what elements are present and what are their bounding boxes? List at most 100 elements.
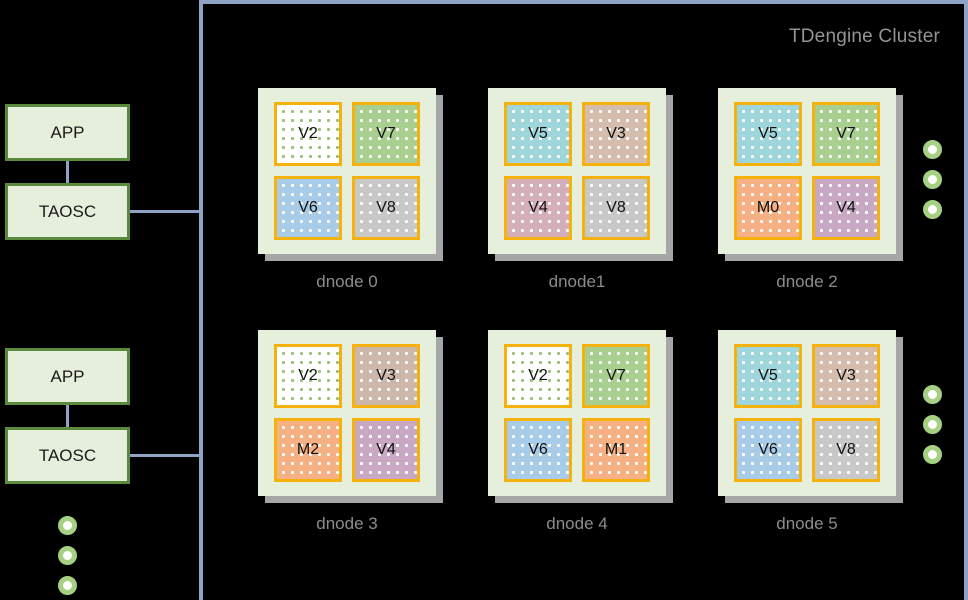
app-box-2[interactable]: APP (5, 348, 130, 405)
ellipsis-dot (58, 546, 77, 565)
vnode-tile[interactable]: V6 (734, 418, 802, 482)
ellipsis-dot (923, 415, 942, 434)
dnode-0-body: V2 V7 V6 V8 (258, 88, 436, 254)
app-to-taosc-connector-1 (66, 161, 69, 183)
app-to-taosc-connector-2 (66, 405, 69, 427)
ellipsis-dot (923, 170, 942, 189)
vnode-label: M0 (756, 199, 780, 216)
dot-pattern (815, 347, 877, 405)
dot-pattern (815, 179, 877, 237)
taosc-to-cluster-connector-1 (130, 210, 203, 213)
dot-pattern (355, 347, 417, 405)
vnode-label: M2 (296, 441, 320, 458)
taosc-box-1-label: TAOSC (38, 201, 97, 221)
taosc-box-2-label: TAOSC (38, 445, 97, 465)
vnode-tile[interactable]: V3 (812, 344, 880, 408)
vnode-tile[interactable]: V5 (734, 102, 802, 166)
vnode-label: V7 (836, 125, 856, 142)
dot-pattern (507, 421, 569, 479)
vnode-label: V6 (528, 441, 548, 458)
vnode-label: V6 (298, 199, 318, 216)
cluster-title: TDengine Cluster (788, 26, 940, 47)
dnode-1-label: dnode1 (548, 272, 606, 291)
ellipsis-dot (923, 445, 942, 464)
dnode-2-body: V5 V7 M0 V4 (718, 88, 896, 254)
dot-pattern (585, 105, 647, 163)
vnode-tile[interactable]: V4 (504, 176, 572, 240)
dot-pattern (815, 105, 877, 163)
dot-pattern (737, 179, 799, 237)
vnode-label: V2 (298, 367, 318, 384)
vnode-tile[interactable]: V3 (352, 344, 420, 408)
vnode-tile[interactable]: V3 (582, 102, 650, 166)
vnode-label: V8 (376, 199, 396, 216)
vnode-label: V3 (836, 367, 856, 384)
dnode-0-label: dnode 0 (316, 272, 378, 291)
dot-pattern (585, 421, 647, 479)
dnode-3-body: V2 V3 M2 V4 (258, 330, 436, 496)
vnode-tile[interactable]: V7 (582, 344, 650, 408)
app-box-2-label: APP (50, 366, 85, 386)
tdengine-cluster-panel (199, 0, 968, 600)
dot-pattern (737, 421, 799, 479)
taosc-to-cluster-connector-2 (130, 454, 203, 457)
vnode-tile[interactable]: V8 (582, 176, 650, 240)
ellipsis-dot (923, 200, 942, 219)
vnode-label: M1 (604, 441, 628, 458)
taosc-box-2[interactable]: TAOSC (5, 427, 130, 484)
vnode-tile[interactable]: V8 (352, 176, 420, 240)
dot-pattern (277, 105, 339, 163)
vnode-tile[interactable]: V2 (274, 102, 342, 166)
dnode-5-label: dnode 5 (776, 514, 838, 533)
ellipsis-dot (923, 140, 942, 159)
vnode-label: V5 (758, 125, 778, 142)
vnode-label: V7 (606, 367, 626, 384)
vnode-label: V5 (758, 367, 778, 384)
vnode-label: V3 (606, 125, 626, 142)
dnode-5-body: V5 V3 V6 V8 (718, 330, 896, 496)
dot-pattern (355, 421, 417, 479)
dnode-4-body: V2 V7 V6 M1 (488, 330, 666, 496)
vnode-tile[interactable]: M2 (274, 418, 342, 482)
vnode-label: V7 (376, 125, 396, 142)
vnode-label: V4 (376, 441, 396, 458)
vnode-label: V8 (836, 441, 856, 458)
vnode-label: V2 (528, 367, 548, 384)
vnode-tile[interactable]: M1 (582, 418, 650, 482)
taosc-box-1[interactable]: TAOSC (5, 183, 130, 240)
vnode-label: V4 (528, 199, 548, 216)
vnode-label: V4 (836, 199, 856, 216)
vnode-label: V6 (758, 441, 778, 458)
vnode-tile[interactable]: V7 (812, 102, 880, 166)
dnode-3-label: dnode 3 (316, 514, 378, 533)
ellipsis-dot (58, 516, 77, 535)
vnode-tile[interactable]: V5 (734, 344, 802, 408)
vnode-tile[interactable]: V7 (352, 102, 420, 166)
app-box-1[interactable]: APP (5, 104, 130, 161)
ellipsis-dot (58, 576, 77, 595)
app-box-1-label: APP (50, 122, 85, 142)
cluster-ellipsis-row-1 (923, 140, 942, 219)
dot-pattern (737, 347, 799, 405)
vnode-tile[interactable]: V6 (274, 176, 342, 240)
dot-pattern (585, 179, 647, 237)
dot-pattern (815, 421, 877, 479)
vnode-tile[interactable]: V6 (504, 418, 572, 482)
vnode-tile[interactable]: V8 (812, 418, 880, 482)
vnode-tile[interactable]: M0 (734, 176, 802, 240)
dot-pattern (277, 179, 339, 237)
vnode-tile[interactable]: V2 (274, 344, 342, 408)
dot-pattern (277, 421, 339, 479)
vnode-label: V5 (528, 125, 548, 142)
dnode-2-label: dnode 2 (776, 272, 838, 291)
dot-pattern (277, 347, 339, 405)
vnode-tile[interactable]: V5 (504, 102, 572, 166)
vnode-tile[interactable]: V4 (812, 176, 880, 240)
vnode-tile[interactable]: V2 (504, 344, 572, 408)
dot-pattern (507, 179, 569, 237)
dnode-1-body: V5 V3 V4 V8 (488, 88, 666, 254)
vnode-tile[interactable]: V4 (352, 418, 420, 482)
dot-pattern (737, 105, 799, 163)
dot-pattern (355, 105, 417, 163)
